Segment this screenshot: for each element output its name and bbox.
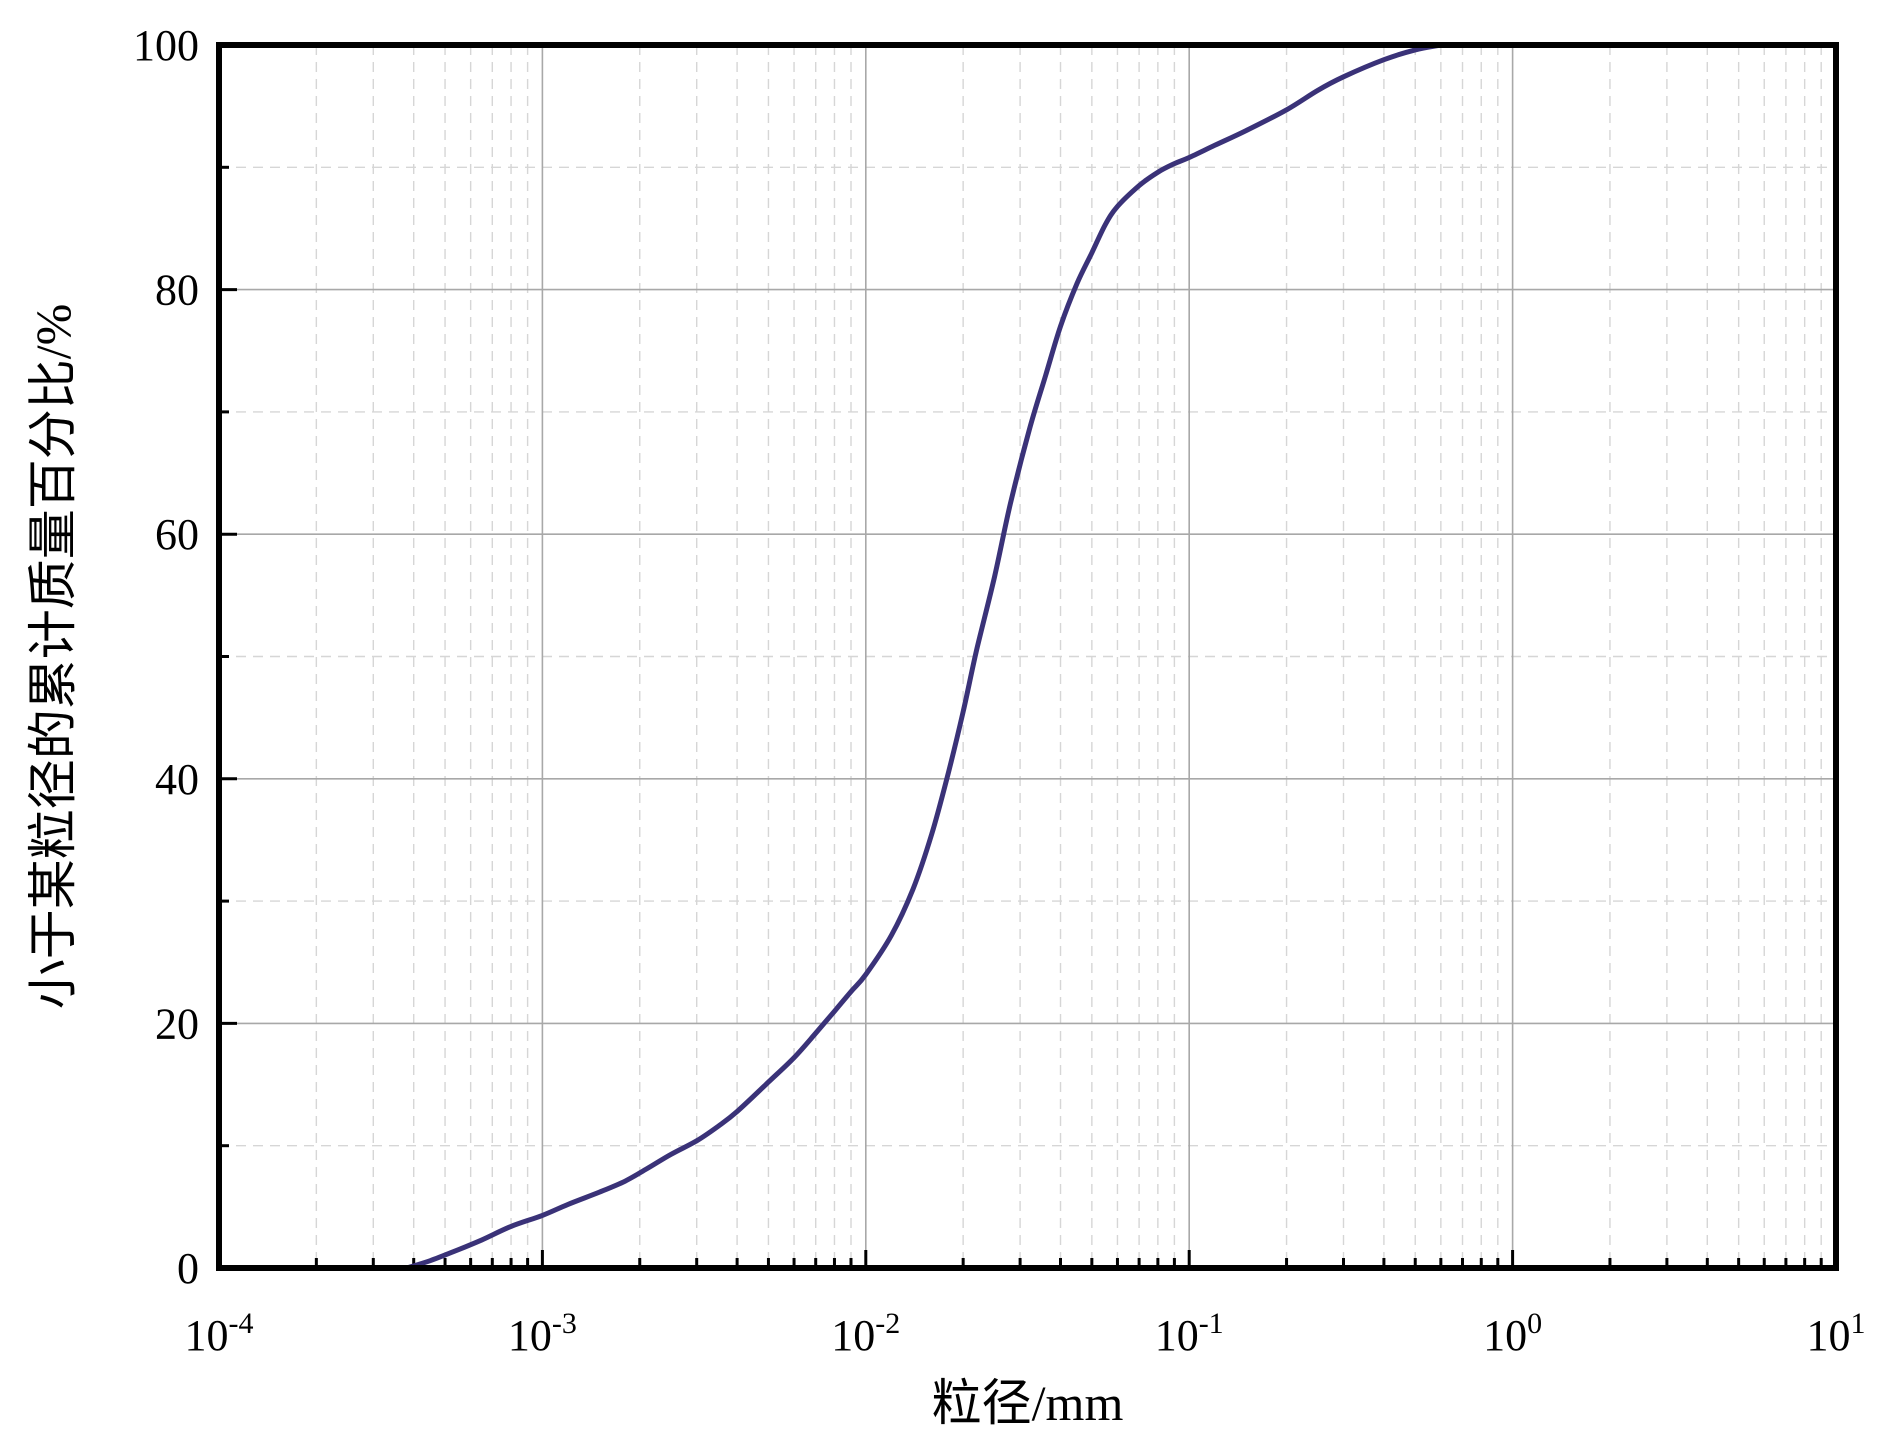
y-tick-label: 40 (155, 755, 199, 804)
y-tick-label: 100 (133, 21, 199, 70)
x-tick-label: 10-4 (185, 1307, 254, 1360)
x-tick-labels: 10-4 10-3 10-2 10-1 100 101 (185, 1307, 1866, 1360)
y-tick-labels: 0 20 40 60 80 100 (133, 21, 199, 1293)
minor-grid (219, 45, 1836, 1268)
y-tick-label: 20 (155, 999, 199, 1048)
y-tick-label: 80 (155, 266, 199, 315)
major-grid (219, 45, 1836, 1268)
x-tick-label: 10-2 (831, 1307, 900, 1360)
x-tick-label: 101 (1807, 1307, 1866, 1360)
x-tick-label: 10-1 (1155, 1307, 1224, 1360)
y-axis-title: 小于某粒径的累计质量百分比/% (25, 304, 81, 1010)
x-axis-title: 粒径/mm (932, 1375, 1124, 1431)
plot-frame (216, 42, 1839, 1271)
series-line (404, 42, 1444, 1271)
x-tick-label: 100 (1483, 1307, 1542, 1360)
y-tick-label: 60 (155, 510, 199, 559)
x-tick-label: 10-3 (508, 1307, 577, 1360)
series-group (404, 42, 1444, 1271)
y-tick-label: 0 (177, 1244, 199, 1293)
